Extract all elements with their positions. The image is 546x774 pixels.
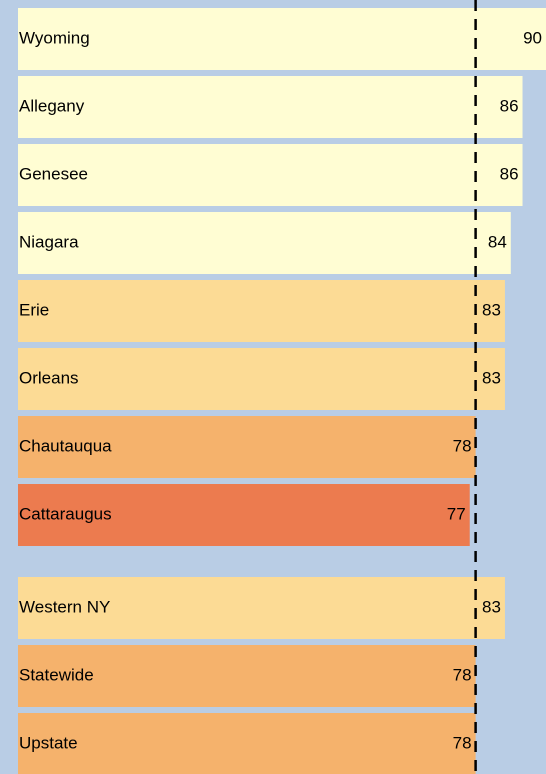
bar <box>18 416 476 478</box>
bar <box>18 76 523 138</box>
category-label: Genesee <box>19 164 88 183</box>
bar <box>18 348 505 410</box>
bar <box>18 645 476 707</box>
value-label: 86 <box>500 164 519 183</box>
category-label: Western NY <box>19 597 110 616</box>
bar <box>18 577 505 639</box>
value-label: 78 <box>453 436 472 455</box>
category-label: Cattaraugus <box>19 504 112 523</box>
category-label: Statewide <box>19 665 94 684</box>
value-label: 83 <box>482 597 501 616</box>
value-label: 78 <box>453 733 472 752</box>
bar <box>18 280 505 342</box>
category-label: Orleans <box>19 368 79 387</box>
bar <box>18 713 476 774</box>
value-label: 78 <box>453 665 472 684</box>
category-label: Niagara <box>19 232 79 251</box>
bar <box>18 484 470 546</box>
value-label: 86 <box>500 96 519 115</box>
category-label: Upstate <box>19 733 78 752</box>
bar <box>18 212 511 274</box>
category-label: Chautauqua <box>19 436 112 455</box>
category-label: Erie <box>19 300 49 319</box>
value-label: 83 <box>482 368 501 387</box>
bar <box>18 144 523 206</box>
category-label: Wyoming <box>19 28 90 47</box>
category-label: Allegany <box>19 96 85 115</box>
bar <box>18 8 546 70</box>
value-label: 84 <box>488 232 507 251</box>
value-label: 90 <box>523 28 542 47</box>
value-label: 77 <box>447 504 466 523</box>
value-label: 83 <box>482 300 501 319</box>
